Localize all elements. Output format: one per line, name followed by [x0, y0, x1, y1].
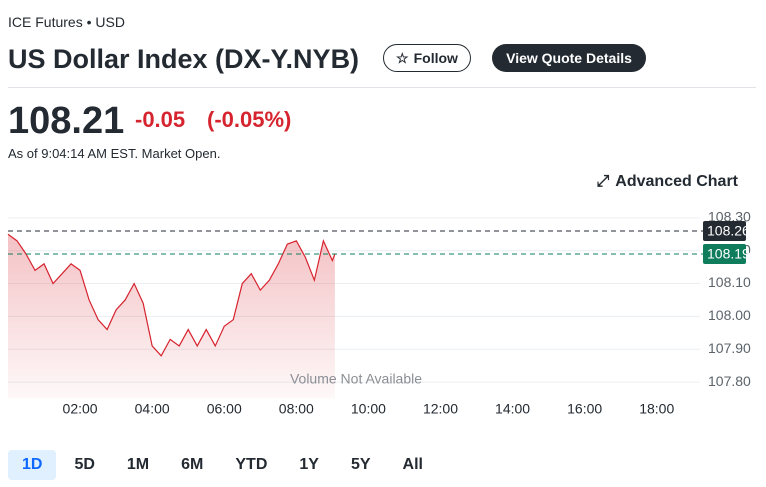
title: US Dollar Index (DX-Y.NYB): [8, 44, 360, 74]
quote-button[interactable]: View Quote Details: [492, 44, 646, 72]
reference-label: 108.26: [707, 223, 750, 239]
exchange: ICE Futures • USD: [8, 14, 125, 30]
range-button[interactable]: 5D: [74, 456, 95, 473]
x-tick-label: 18:00: [639, 401, 674, 417]
x-tick-label: 14:00: [495, 401, 530, 417]
area: [8, 234, 335, 399]
divider: [8, 87, 756, 88]
x-tick-label: 06:00: [207, 401, 242, 417]
y-tick-label: 107.80: [708, 373, 751, 389]
x-tick-label: 04:00: [135, 401, 170, 417]
range-button[interactable]: 1M: [126, 456, 150, 473]
range-button[interactable]: 1Y: [299, 456, 319, 473]
advanced-chart-link[interactable]: ⤢ Advanced Chart: [596, 173, 738, 191]
y-tick-label: 108.10: [708, 274, 751, 290]
reference-label-box: [703, 243, 746, 264]
range-button[interactable]: 1D: [8, 450, 57, 480]
y-tick-label: 107.90: [708, 340, 751, 356]
y-tick-label: 108.30: [708, 209, 751, 225]
y-tick-label: 108.00: [708, 307, 751, 323]
x-tick-label: 02:00: [63, 401, 98, 417]
range-button[interactable]: 6M: [181, 456, 204, 473]
advanced-chart-label: Advanced Chart: [615, 173, 738, 190]
price-line: [7, 233, 336, 357]
follow-button[interactable]: ☆ Follow: [383, 44, 471, 72]
range-button[interactable]: All: [402, 456, 423, 473]
range-button[interactable]: 5Y: [350, 456, 371, 473]
reference-label-box: [703, 220, 746, 241]
chart: 107.80107.90108.00108.10108.20108.3002:0…: [7, 209, 751, 417]
change: -0.05: [135, 107, 186, 132]
expand-icon: ⤢: [596, 173, 610, 190]
reference-label: 108.19: [707, 246, 750, 262]
star-icon: ☆: [396, 49, 409, 66]
x-tick-label: 12:00: [423, 401, 458, 417]
x-tick-label: 16:00: [567, 401, 602, 417]
x-tick-label: 08:00: [279, 401, 314, 417]
change-percent: (-0.05%): [207, 107, 292, 132]
as-of: As of 9:04:14 AM EST. Market Open.: [8, 146, 221, 161]
follow-label: Follow: [413, 50, 458, 66]
range-selector: 1D 5D 1M 6M YTD 1Y 5Y All: [8, 450, 441, 480]
annotation: Volume Not Available: [290, 371, 422, 387]
x-tick-label: 10:00: [351, 401, 386, 417]
price: 108.21: [8, 100, 125, 142]
range-button[interactable]: YTD: [235, 456, 268, 473]
